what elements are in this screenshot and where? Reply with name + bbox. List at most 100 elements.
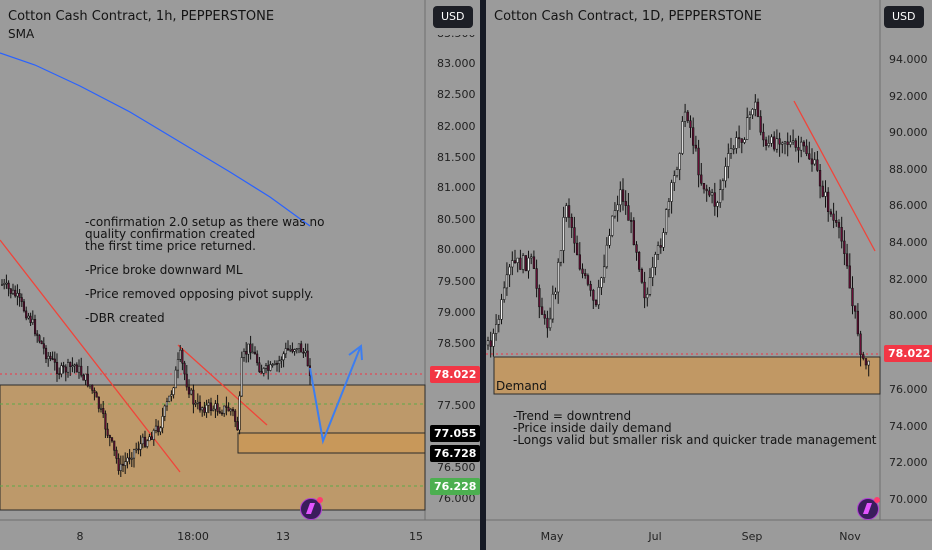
- right-candle-body: [783, 141, 787, 144]
- left-candle-body: [124, 461, 127, 466]
- sma-indicator-label[interactable]: SMA: [8, 27, 35, 41]
- right-candle-body: [762, 131, 765, 141]
- right-candle-body: [586, 275, 590, 285]
- left-candle-body: [300, 343, 303, 353]
- left-candle-body: [172, 387, 175, 395]
- right-price-tick: 72.000: [889, 456, 928, 469]
- left-price-tick-partial: 83.500: [437, 27, 476, 40]
- tradingview-logo-icon[interactable]: [300, 497, 323, 520]
- right-price-tick: 80.000: [889, 309, 928, 322]
- right-candle-body: [716, 202, 719, 207]
- right-candle-body: [608, 235, 611, 246]
- right-candle-body: [554, 291, 557, 295]
- right-candle-body: [643, 281, 646, 299]
- right-candle-body: [619, 189, 622, 206]
- left-candle-body: [262, 368, 265, 374]
- right-candle-body: [665, 209, 668, 233]
- right-candle-body: [821, 185, 824, 197]
- right-candle-body: [794, 140, 797, 148]
- left-candle-body: [289, 348, 292, 351]
- right-candle-body: [840, 227, 843, 242]
- pane-divider[interactable]: [480, 0, 486, 550]
- right-current-price-label: 78.022: [884, 345, 932, 362]
- right-candle-body: [713, 192, 716, 207]
- left-candle-body: [78, 365, 81, 373]
- left-price-tick: 81.000: [437, 181, 476, 194]
- right-candle-body: [497, 318, 501, 325]
- left-candle-body: [176, 358, 179, 371]
- tradingview-logo-icon[interactable]: [857, 497, 880, 520]
- right-candle-body: [519, 257, 522, 270]
- left-candle-body: [245, 350, 248, 355]
- left-candle-body: [247, 343, 250, 355]
- right-candle-body: [646, 293, 649, 299]
- right-candle-body: [705, 188, 708, 192]
- right-candle-body: [589, 283, 592, 291]
- left-candle-body: [80, 365, 83, 376]
- left-candle-body: [267, 365, 270, 371]
- left-candle-body: [220, 412, 223, 415]
- right-candle-body: [632, 220, 636, 246]
- left-candle-body: [260, 371, 263, 374]
- right-time-tick: May: [540, 530, 564, 543]
- right-candle-body: [500, 299, 503, 320]
- left-candle-body: [97, 396, 100, 409]
- right-candle-body: [516, 257, 519, 264]
- left-candle-body: [117, 458, 120, 471]
- left-candle-body: [64, 366, 67, 373]
- left-candle-body: [119, 463, 122, 471]
- right-chart-pane[interactable]: Cotton Cash Contract, 1D, PEPPERSTONE US…: [486, 0, 932, 550]
- left-candle-body: [187, 386, 190, 395]
- left-candle-body: [238, 395, 241, 431]
- left-candle-body: [161, 416, 164, 429]
- left-candle-body: [231, 409, 234, 412]
- right-candle-body: [505, 274, 509, 289]
- left-candle-body: [286, 348, 290, 351]
- left-candle-body: [212, 408, 215, 411]
- left-candle-body: [106, 428, 109, 436]
- right-currency-button[interactable]: USD: [884, 6, 924, 28]
- left-candle-body: [84, 373, 87, 381]
- left-chart-pane[interactable]: Cotton Cash Contract, 1h, PEPPERSTONE SM…: [0, 0, 480, 550]
- left-candle-body: [139, 443, 142, 450]
- right-candle-body: [829, 211, 833, 215]
- left-candle-body: [192, 389, 195, 405]
- left-candle-body: [225, 405, 228, 408]
- right-candle-body: [621, 189, 625, 202]
- left-candle-body: [7, 282, 10, 290]
- right-time-tick: Nov: [839, 530, 861, 543]
- left-candle-body: [181, 349, 184, 364]
- left-candle-body: [137, 448, 140, 451]
- right-candle-body: [667, 201, 671, 210]
- left-candle-body: [36, 333, 39, 336]
- right-candle-body: [611, 215, 614, 236]
- right-candle-body: [689, 120, 692, 128]
- right-candle-body: [778, 138, 781, 145]
- left-currency-button[interactable]: USD: [433, 6, 473, 28]
- left-chart-canvas[interactable]: [0, 0, 480, 550]
- right-candle-body: [656, 245, 660, 255]
- right-price-tick: 82.000: [889, 273, 928, 286]
- right-candle-body: [735, 137, 738, 149]
- left-price-tick: 78.500: [437, 337, 476, 350]
- right-chart-canvas[interactable]: [486, 0, 932, 550]
- right-candle-body: [678, 153, 681, 170]
- right-note-demand: -Price inside daily demand: [513, 421, 672, 435]
- left-candle-body: [25, 310, 28, 319]
- left-candle-body: [100, 407, 103, 410]
- sma-line: [0, 52, 311, 227]
- left-candle-body: [284, 348, 287, 355]
- right-candle-body: [508, 266, 511, 276]
- right-candle-body: [638, 252, 641, 270]
- trend-line-right: [177, 344, 268, 426]
- right-candle-body: [837, 222, 841, 228]
- right-candle-body: [851, 287, 854, 307]
- right-candle-body: [856, 310, 860, 335]
- left-candle-body: [60, 365, 63, 375]
- right-candle-body: [835, 220, 838, 223]
- left-candle-body: [0, 284, 4, 286]
- left-candle-body: [44, 347, 48, 360]
- left-candle-body: [297, 343, 301, 349]
- left-candle-body: [93, 390, 96, 394]
- left-candle-body: [108, 435, 111, 438]
